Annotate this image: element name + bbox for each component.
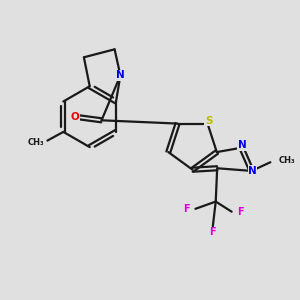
Text: F: F <box>184 204 190 214</box>
Text: N: N <box>238 140 247 150</box>
Text: N: N <box>116 70 125 80</box>
Text: F: F <box>209 227 216 237</box>
Text: F: F <box>237 207 244 217</box>
Text: S: S <box>205 116 212 126</box>
Text: N: N <box>248 166 257 176</box>
Text: CH₃: CH₃ <box>278 156 295 165</box>
Text: CH₃: CH₃ <box>28 137 44 146</box>
Text: O: O <box>70 112 79 122</box>
